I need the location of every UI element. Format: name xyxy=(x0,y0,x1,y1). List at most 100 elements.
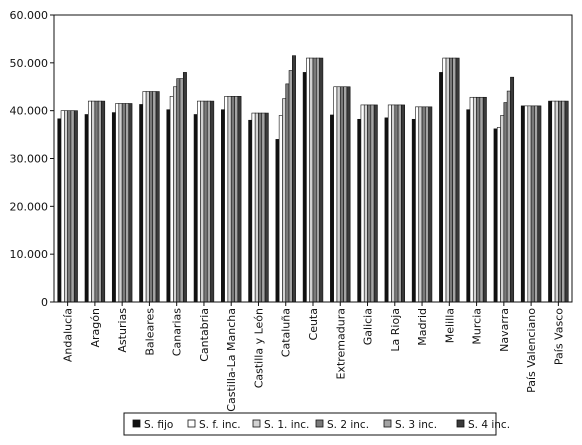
bar xyxy=(425,106,429,303)
bar xyxy=(479,96,484,303)
x-tick-label: Canarias xyxy=(171,308,184,356)
bar xyxy=(278,115,283,303)
bar xyxy=(472,96,477,303)
bar xyxy=(288,70,293,303)
bar xyxy=(125,103,130,303)
x-tick-label: Castilla-La Mancha xyxy=(225,308,238,412)
x-tick-label: Madrid xyxy=(416,308,429,346)
bar xyxy=(548,100,553,303)
bar xyxy=(330,114,334,303)
x-tick-label: País Vasco xyxy=(552,308,565,365)
legend-label: S. fijo xyxy=(144,419,173,431)
bar xyxy=(333,86,338,303)
bar xyxy=(520,105,525,303)
bar xyxy=(415,106,420,303)
bar xyxy=(169,96,174,303)
x-tick-label: Ceuta xyxy=(307,308,320,340)
bar xyxy=(418,106,423,303)
bar xyxy=(411,118,416,303)
bar xyxy=(197,100,201,303)
bar xyxy=(166,109,171,303)
legend-label: S. f. inc. xyxy=(199,419,241,431)
legend-box xyxy=(123,412,497,436)
bar xyxy=(64,110,68,303)
bar xyxy=(315,57,320,303)
bar xyxy=(561,100,566,303)
bar xyxy=(476,96,481,303)
legend-swatch xyxy=(187,419,196,428)
legend-label: S. 3 inc. xyxy=(395,419,437,431)
bar xyxy=(227,96,232,303)
y-tick-label: 50.000 xyxy=(10,57,49,70)
legend-swatch xyxy=(315,419,324,428)
legend-swatch xyxy=(132,419,141,428)
bar xyxy=(319,57,324,303)
bar xyxy=(439,72,444,303)
bar xyxy=(292,55,296,303)
bar xyxy=(101,100,106,303)
legend-label: S. 1. inc. xyxy=(264,419,309,431)
x-tick-label: Baleares xyxy=(143,308,156,356)
bar xyxy=(176,78,181,303)
bar xyxy=(387,104,392,303)
bar xyxy=(445,57,450,303)
bar xyxy=(360,104,365,303)
x-axis: Andalucía Aragón Asturias Baleares Canarias C… xyxy=(62,302,565,412)
bar xyxy=(346,86,351,303)
bar xyxy=(482,96,487,303)
bar xyxy=(237,96,242,303)
bar xyxy=(537,105,542,303)
bar xyxy=(500,115,505,303)
bar xyxy=(254,112,259,303)
bar xyxy=(152,91,157,303)
bar xyxy=(142,91,147,303)
bar xyxy=(554,100,559,303)
bar xyxy=(357,118,362,303)
y-axis: 0 10.000 20.000 30.000 40.000 50.000 60.000 xyxy=(10,9,54,309)
bar xyxy=(449,57,453,303)
bar xyxy=(203,100,208,303)
bar xyxy=(534,105,539,303)
bar xyxy=(469,96,474,303)
bar xyxy=(230,96,235,303)
bar xyxy=(221,109,225,303)
bar xyxy=(275,139,280,303)
x-tick-label: Cataluña xyxy=(280,308,293,357)
x-tick-label: Murcia xyxy=(471,308,484,345)
bar xyxy=(527,105,532,303)
x-tick-label: Extremadura xyxy=(334,308,347,380)
bar xyxy=(312,57,317,303)
bar xyxy=(84,114,89,303)
bar xyxy=(264,112,269,303)
bar xyxy=(173,86,177,303)
bar xyxy=(128,103,133,303)
bar xyxy=(234,96,239,303)
bar xyxy=(503,102,508,303)
bar xyxy=(339,86,344,303)
bar xyxy=(530,105,535,303)
bar xyxy=(155,91,160,303)
bar xyxy=(466,109,471,303)
bar xyxy=(193,114,198,303)
bar xyxy=(343,86,348,303)
legend-swatch xyxy=(252,419,261,428)
bar xyxy=(115,103,120,303)
legend-label: S. 2 inc. xyxy=(327,419,369,431)
bar xyxy=(70,110,75,303)
x-tick-label: Aragón xyxy=(89,308,102,348)
x-tick-label: Asturias xyxy=(116,308,129,353)
bar xyxy=(306,57,310,303)
x-tick-label: Cantabria xyxy=(198,308,211,362)
bar xyxy=(428,106,433,303)
bar xyxy=(91,100,96,303)
bar xyxy=(248,119,253,303)
bar xyxy=(111,112,116,303)
bar xyxy=(370,104,375,303)
x-tick-label: La Rioja xyxy=(389,308,402,352)
bar xyxy=(564,100,569,303)
bar xyxy=(421,106,426,303)
bar xyxy=(145,91,150,303)
bar xyxy=(336,86,341,303)
bar xyxy=(551,100,556,303)
